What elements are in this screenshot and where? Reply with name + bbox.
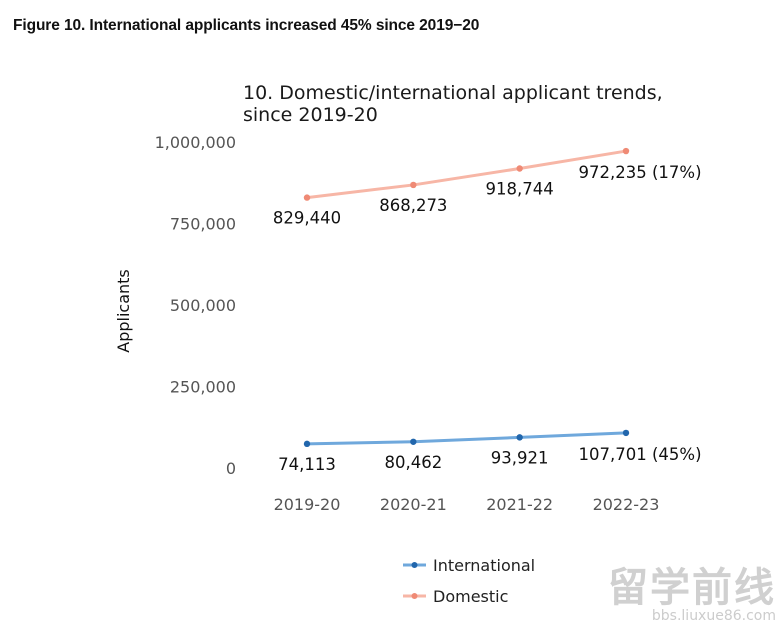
legend-item-domestic: Domestic [403,587,508,606]
legend-label-domestic: Domestic [433,587,508,606]
legend: International Domestic [403,556,535,606]
legend-item-international: International [403,556,535,575]
y-tick-label: 500,000 [170,296,236,315]
series-line-domestic [305,149,628,200]
y-axis-title: Applicants [114,269,133,353]
data-label-domestic: 918,744 [486,179,554,198]
series-international: 74,113 80,462 93,921 107,701 (45%) [278,429,702,474]
data-label-domestic: 972,235 (17%) [578,163,701,182]
y-tick-label: 1,000,000 [155,133,236,152]
chart-title: 10. Domestic/international applicant tre… [243,82,663,126]
legend-marker-domestic [411,593,418,599]
data-label-domestic: 829,440 [273,209,341,228]
figure-caption: Figure 10. International applicants incr… [13,17,480,34]
watermark-logo: 留学前线 [608,565,776,611]
chart-title-line-1: 10. Domestic/international applicant tre… [243,82,663,104]
series-domestic: 829,440 868,273 918,744 972,235 (17%) [273,147,702,228]
data-label-international: 93,921 [491,448,549,467]
y-tick-label: 0 [226,459,236,478]
x-tick-label: 2020-21 [380,495,447,514]
data-point-international [303,440,311,448]
data-point-domestic [303,194,311,201]
y-tick-label: 750,000 [170,215,236,234]
legend-marker-international [411,562,418,568]
x-tick-label: 2022-23 [593,495,660,514]
x-tick-label: 2021-22 [486,495,553,514]
watermark-url: bbs.liuxue86.com [651,608,776,624]
data-point-domestic [410,181,417,189]
series-layer: 74,113 80,462 93,921 107,701 (45%) 829,440 86… [273,147,702,474]
x-axis-ticks: 2019-20 2020-21 2021-22 2022-23 [274,495,660,514]
legend-label-international: International [433,556,535,575]
chart-title-line-2: since 2019-20 [243,104,378,126]
series-line-international [305,431,628,446]
data-point-domestic [516,165,523,172]
watermark: 留学前线 bbs.liuxue86.com [608,568,776,624]
x-tick-label: 2019-20 [274,495,341,514]
data-point-international [622,429,630,437]
y-tick-label: 250,000 [170,378,236,397]
data-label-international: 80,462 [384,453,442,472]
data-label-international: 74,113 [278,455,336,474]
data-point-domestic [622,147,630,155]
data-point-international [410,438,417,445]
data-label-domestic: 868,273 [379,196,447,215]
y-axis-ticks: 0 250,000 500,000 750,000 1,000,000 [155,133,236,478]
data-point-international [516,434,523,441]
data-label-international: 107,701 (45%) [578,445,701,464]
